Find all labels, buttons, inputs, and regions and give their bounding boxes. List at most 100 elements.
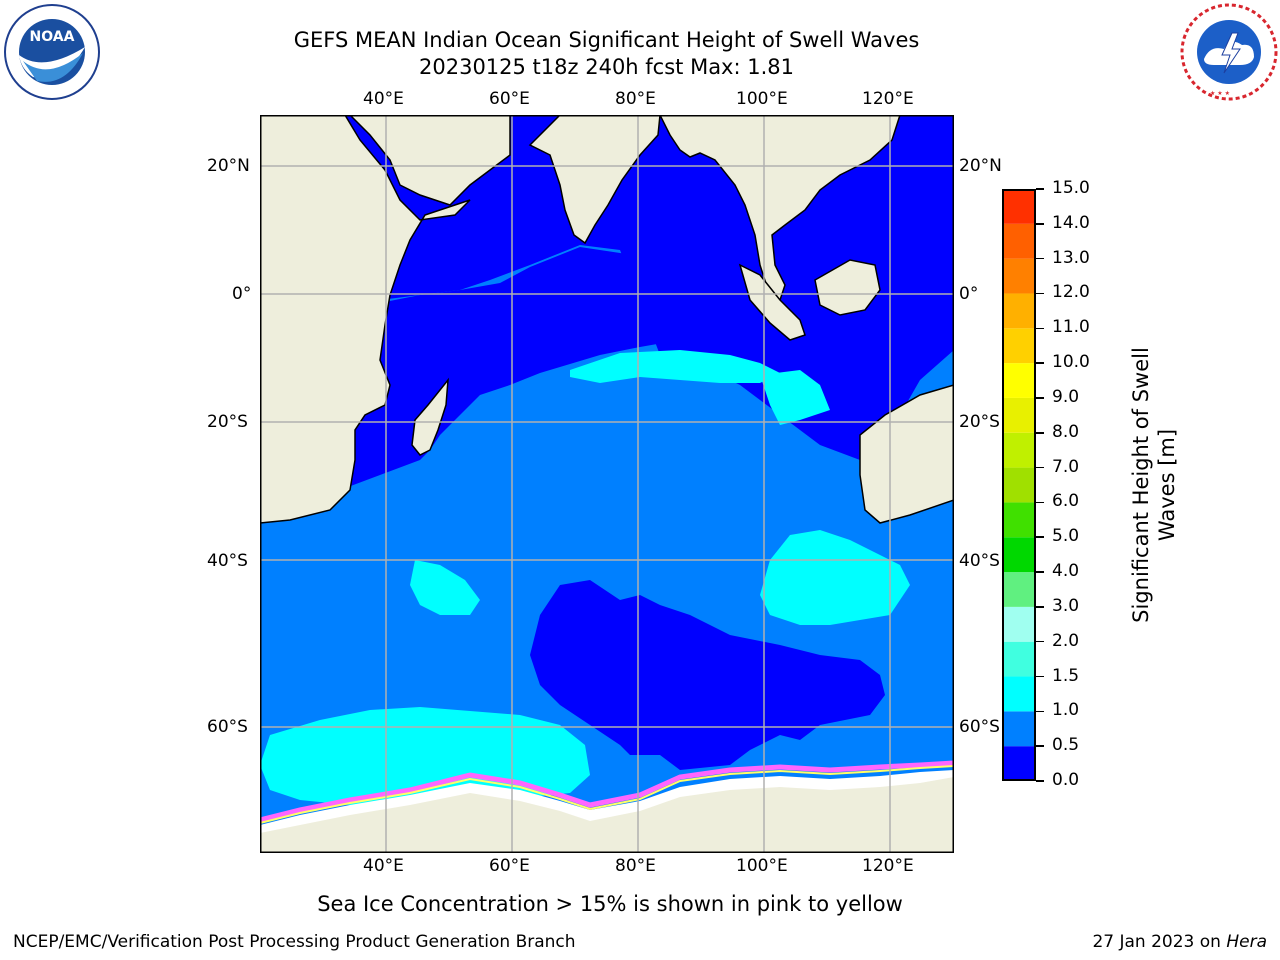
land-india	[528, 115, 661, 245]
colorbar-tick-label: 9.0	[1052, 386, 1080, 407]
land-africa	[260, 115, 511, 206]
colorbar-tick-label: 11.0	[1052, 317, 1090, 338]
colorbar-tick	[1036, 536, 1044, 538]
colorbar-tick-label: 3.0	[1052, 595, 1080, 616]
top-lon-label: 60°E	[489, 89, 530, 109]
colorbar-tick-label: 2.0	[1052, 630, 1080, 651]
colorbar-tick	[1036, 710, 1044, 713]
colorbar-title-line2: Waves [m]	[1155, 428, 1179, 542]
swell-patch-cyan	[410, 560, 480, 615]
swell-height-map	[260, 115, 954, 853]
footer-host: Hera	[1226, 932, 1267, 952]
colorbar-tick	[1036, 223, 1044, 225]
land-africa	[260, 115, 471, 524]
colorbar-tick	[1036, 606, 1044, 608]
footer-date: 27 Jan 2023 on Hera	[1092, 932, 1267, 952]
bottom-lon-label: 80°E	[615, 856, 656, 876]
colorbar-tick-label: 7.0	[1052, 456, 1080, 477]
sea-ice-caption: Sea Ice Concentration > 15% is shown in …	[317, 892, 903, 916]
swell-patch-cyan	[760, 530, 910, 625]
top-lon-label: 80°E	[615, 89, 656, 109]
colorbar-tick-label: 5.0	[1052, 526, 1080, 547]
map-border	[260, 115, 954, 853]
low-swell-region-south	[530, 580, 885, 770]
colorbar-band	[1002, 537, 1036, 573]
top-lon-label: 120°E	[862, 89, 914, 109]
colorbar-band	[1002, 467, 1036, 503]
colorbar-tick	[1036, 257, 1044, 260]
left-lat-label: 20°S	[207, 412, 248, 432]
colorbar-tick	[1036, 397, 1044, 399]
colorbar-band	[1002, 397, 1036, 433]
land-masses	[260, 115, 954, 853]
colorbar-tick-label: 1.5	[1052, 665, 1080, 686]
colorbar-tick-label: 4.0	[1052, 561, 1080, 582]
land-sumatra	[738, 263, 806, 341]
left-lat-label: 20°N	[207, 156, 250, 176]
bottom-lon-label: 120°E	[862, 856, 914, 876]
colorbar-title-line1: Significant Height of Swell	[1129, 347, 1153, 623]
land-borneo	[814, 259, 881, 316]
land-madagascar	[411, 377, 449, 456]
left-lat-label: 60°S	[207, 717, 248, 737]
left-lat-label: 40°S	[207, 551, 248, 571]
colorbar-title: Significant Height of Swell Waves [m]	[1128, 285, 1180, 685]
colorbar-tick-label: 15.0	[1052, 178, 1090, 198]
colorbar-band	[1002, 223, 1036, 259]
colorbar-band	[1002, 363, 1036, 398]
nws-star-text: ★ ★ ★	[1210, 90, 1230, 97]
colorbar-tick-label: 8.0	[1052, 421, 1080, 442]
colorbar-tick	[1036, 675, 1044, 678]
right-lat-label: 0°	[959, 284, 979, 304]
colorbar-tick	[1036, 640, 1044, 643]
land-australia	[859, 384, 954, 524]
colorbar-tick-label: 14.0	[1052, 212, 1090, 233]
colorbar-band	[1002, 328, 1036, 364]
colorbar-tick-label: 6.0	[1052, 491, 1080, 512]
right-lat-label: 20°S	[959, 412, 1000, 432]
nws-logo: ★ ★ ★	[1180, 3, 1278, 101]
colorbar-tick-label: 0.5	[1052, 735, 1080, 756]
colorbar-band	[1002, 572, 1036, 607]
colorbar-band	[1002, 711, 1036, 747]
colorbar-tick-label: 13.0	[1052, 247, 1090, 268]
top-lon-label: 100°E	[736, 89, 788, 109]
colorbar-band	[1002, 606, 1036, 642]
right-lat-label: 60°S	[959, 717, 1000, 737]
colorbar-tick	[1036, 188, 1044, 190]
colorbar-tick-label: 10.0	[1052, 352, 1090, 373]
colorbar-tick	[1036, 292, 1044, 295]
swell-patch-cyan	[760, 370, 830, 425]
colorbar-band	[1002, 502, 1036, 538]
bottom-lon-label: 60°E	[489, 856, 530, 876]
right-lat-label: 40°S	[959, 551, 1000, 571]
bottom-lon-label: 40°E	[363, 856, 404, 876]
noaa-logo-text: NOAA	[30, 29, 75, 45]
left-lat-label: 0°	[232, 284, 252, 304]
top-lon-label: 40°E	[363, 89, 404, 109]
colorbar-band	[1002, 189, 1036, 224]
ice-sheet	[260, 770, 954, 833]
colorbar-tick-label: 0.0	[1052, 770, 1080, 790]
colorbar-border	[1002, 189, 1036, 781]
chart-subtitle: 20230125 t18z 240h fcst Max: 1.81	[419, 55, 794, 79]
colorbar-tick	[1036, 571, 1044, 573]
colorbar	[1002, 189, 1036, 781]
colorbar-band	[1002, 432, 1036, 468]
graticule	[260, 115, 954, 853]
colorbar-tick-label: 12.0	[1052, 282, 1090, 303]
right-lat-label: 20°N	[959, 156, 1002, 176]
bottom-lon-label: 100°E	[736, 856, 788, 876]
colorbar-tick	[1036, 780, 1044, 782]
colorbar-band	[1002, 293, 1036, 329]
noaa-logo: NOAA	[3, 3, 101, 101]
footer-date-text: 27 Jan 2023 on	[1092, 932, 1227, 952]
colorbar-tick	[1036, 745, 1044, 747]
chart-title: GEFS MEAN Indian Ocean Significant Heigh…	[293, 28, 920, 52]
colorbar-band	[1002, 676, 1036, 712]
colorbar-tick	[1036, 466, 1044, 469]
colorbar-tick-label: 1.0	[1052, 700, 1080, 721]
footer-credit: NCEP/EMC/Verification Post Processing Pr…	[13, 932, 576, 952]
colorbar-tick	[1036, 327, 1044, 330]
swell-patch-cyan	[570, 350, 780, 383]
